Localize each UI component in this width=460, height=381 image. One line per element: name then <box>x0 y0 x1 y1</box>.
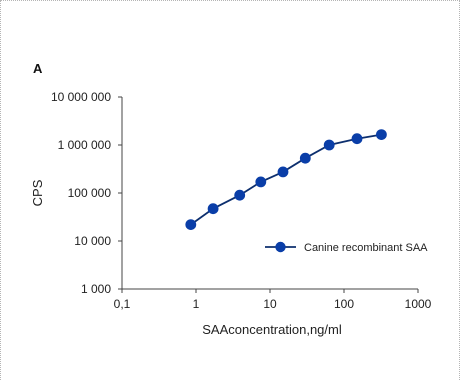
x-tick-label: 100 <box>334 297 354 311</box>
y-ticks: 1 000 10 000 100 000 1 000 000 10 000 000 <box>51 90 122 296</box>
x-tick-label: 10 <box>263 297 277 311</box>
x-tick-label: 0,1 <box>114 297 131 311</box>
legend-marker <box>275 241 286 253</box>
y-tick-label: 10 000 <box>74 234 111 248</box>
x-ticks: 0,1 1 10 100 1000 <box>114 289 432 311</box>
legend: Canine recombinant SAA <box>265 241 428 254</box>
data-point <box>299 152 311 164</box>
plot-area <box>185 129 387 231</box>
data-point <box>323 139 335 151</box>
data-point <box>351 133 363 145</box>
x-tick-label: 1000 <box>405 297 432 311</box>
legend-label: Canine recombinant SAA <box>304 242 428 254</box>
data-point <box>185 219 197 231</box>
y-tick-label: 1 000 <box>81 282 111 296</box>
data-point <box>207 203 219 215</box>
x-axis-title: SAAconcentration,ng/ml <box>202 322 342 337</box>
y-axis-title: CPS <box>30 179 45 206</box>
x-tick-label: 1 <box>193 297 200 311</box>
data-point <box>255 176 267 188</box>
y-tick-label: 100 000 <box>68 186 112 200</box>
panel-label: A <box>33 61 43 76</box>
axes <box>121 97 418 290</box>
data-point <box>376 129 387 141</box>
series-line <box>190 133 382 226</box>
data-point <box>277 166 289 178</box>
y-tick-label: 10 000 000 <box>51 90 111 104</box>
y-tick-label: 1 000 000 <box>58 138 112 152</box>
data-point <box>234 189 246 201</box>
